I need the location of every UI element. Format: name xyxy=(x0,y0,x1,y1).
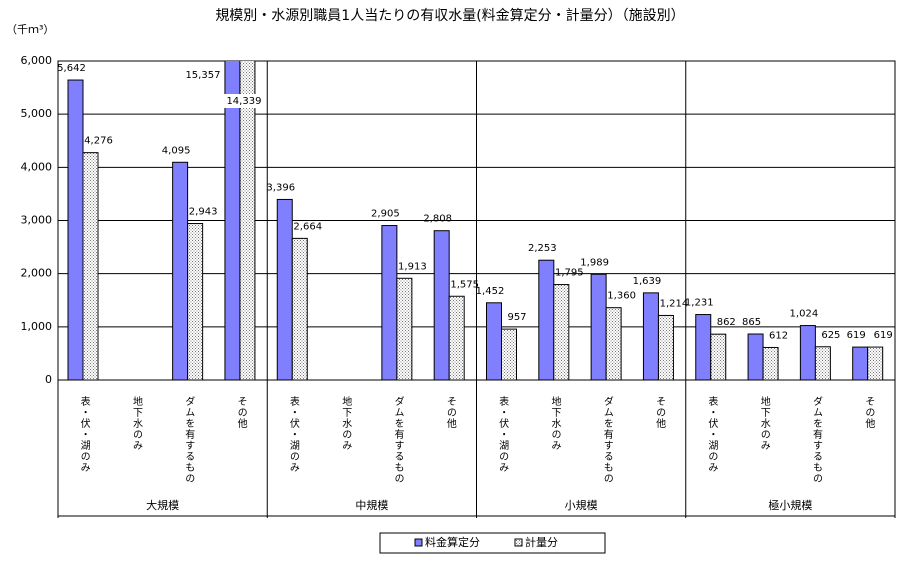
bar xyxy=(695,314,712,381)
y-tick-label: 6,000 xyxy=(21,54,53,67)
value-label: 1,231 xyxy=(685,298,714,309)
chart-title: 規模別・水源別職員1人当たりの有収水量(料金算定分・計量分）（施設別） xyxy=(215,8,684,24)
bar xyxy=(605,307,622,381)
bar xyxy=(762,346,779,381)
legend: 料金算定分 計量分 xyxy=(379,532,606,554)
legend-swatch xyxy=(414,538,423,547)
label-bg xyxy=(223,94,264,108)
value-label: 2,943 xyxy=(189,207,218,218)
group-label: 小規模 xyxy=(565,498,598,512)
value-label: 2,253 xyxy=(528,243,557,254)
x-tick-label: 表・伏・湖のみ xyxy=(706,395,718,473)
value-label: 1,452 xyxy=(476,286,505,297)
value-label: 1,639 xyxy=(633,276,662,287)
bar xyxy=(172,161,189,381)
y-tick-label: 1,000 xyxy=(21,320,53,333)
bar xyxy=(276,198,293,381)
y-tick-label: 4,000 xyxy=(21,160,53,173)
bar xyxy=(710,333,727,381)
bar xyxy=(501,328,517,381)
x-tick-label: その他 xyxy=(863,396,875,429)
group-label: 大規模 xyxy=(146,498,179,512)
y-tick-label: 5,000 xyxy=(21,107,53,120)
value-label: 612 xyxy=(769,330,788,341)
bar xyxy=(852,346,869,381)
y-unit: （千ｍ³） xyxy=(6,23,54,36)
x-tick-label: ダムを有するもの xyxy=(811,396,823,484)
y-tick-label: 0 xyxy=(45,373,52,386)
x-tick-label: ダムを有するもの xyxy=(183,396,195,484)
x-tick-label: 地下水のみ xyxy=(549,395,561,451)
value-label: 4,276 xyxy=(84,136,113,147)
label-bg xyxy=(182,68,223,82)
bar xyxy=(747,333,764,381)
value-label: 1,360 xyxy=(607,291,636,302)
x-tick-label: 地下水のみ xyxy=(758,395,770,451)
bar xyxy=(67,79,84,381)
bar xyxy=(187,223,204,381)
value-label: 1,214 xyxy=(660,298,689,309)
x-tick-label: 地下水のみ xyxy=(130,395,142,451)
legend-label: 料金算定分 xyxy=(425,535,480,549)
bar xyxy=(381,225,398,381)
value-label: 2,664 xyxy=(293,221,322,232)
bar xyxy=(486,302,502,381)
bar xyxy=(239,61,256,381)
group-label: 中規模 xyxy=(355,498,388,512)
bar xyxy=(867,346,884,381)
x-tick-label: 表・伏・湖のみ xyxy=(78,395,90,473)
value-label: 957 xyxy=(507,312,526,323)
value-label: 619 xyxy=(874,330,893,341)
bar xyxy=(224,61,241,381)
bar xyxy=(82,152,99,381)
value-label: 619 xyxy=(847,330,866,341)
bar xyxy=(538,259,555,381)
x-tick-label: その他 xyxy=(235,396,247,429)
value-label: 862 xyxy=(717,317,736,328)
bar xyxy=(291,237,308,381)
bar xyxy=(433,230,450,381)
legend-label: 計量分 xyxy=(525,535,558,549)
value-label: 3,396 xyxy=(266,182,295,193)
value-label: 4,095 xyxy=(162,145,191,156)
value-label: 1,024 xyxy=(790,309,819,320)
group-label: 極小規模 xyxy=(768,498,812,512)
value-label: 15,357 xyxy=(185,70,220,81)
bar xyxy=(553,284,570,381)
bar xyxy=(799,325,816,381)
bar xyxy=(642,292,659,381)
value-label: 1,795 xyxy=(555,268,584,279)
x-tick-label: ダムを有するもの xyxy=(392,396,404,484)
value-label: 2,905 xyxy=(371,209,400,220)
x-tick-label: 表・伏・湖のみ xyxy=(497,395,509,473)
x-tick-label: その他 xyxy=(444,396,456,429)
legend-box xyxy=(379,532,606,554)
value-label: 1,575 xyxy=(450,279,479,290)
value-label: 14,339 xyxy=(226,96,261,107)
legend-swatch xyxy=(514,538,523,547)
bar xyxy=(396,277,413,381)
y-tick-label: 3,000 xyxy=(21,214,53,227)
x-tick-label: その他 xyxy=(654,396,666,429)
bars xyxy=(67,61,884,381)
value-label: 2,808 xyxy=(423,214,452,225)
bar xyxy=(814,346,831,381)
bar xyxy=(590,273,607,381)
y-tick-label: 2,000 xyxy=(21,267,53,280)
value-label: 865 xyxy=(742,317,761,328)
bar xyxy=(448,295,465,381)
x-tick-label: 表・伏・湖のみ xyxy=(287,395,299,473)
value-label: 1,989 xyxy=(580,257,609,268)
x-tick-label: ダムを有するもの xyxy=(601,396,613,484)
bar xyxy=(657,314,674,381)
value-label: 5,642 xyxy=(57,63,86,74)
value-label: 625 xyxy=(821,330,840,341)
value-label: 1,913 xyxy=(398,261,427,272)
x-tick-label: 地下水のみ xyxy=(340,395,352,451)
